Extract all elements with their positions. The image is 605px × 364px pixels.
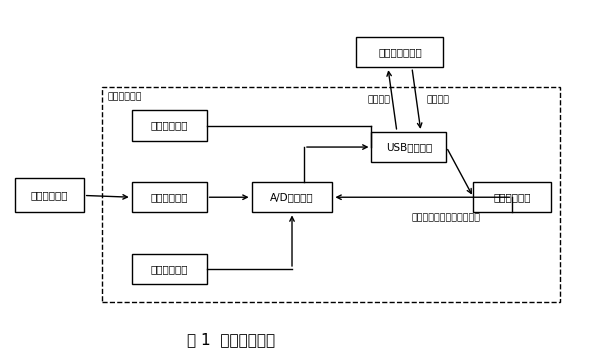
Text: 嵌入式处理器: 嵌入式处理器	[108, 92, 142, 102]
Text: 上位机监控模块: 上位机监控模块	[378, 47, 422, 57]
FancyBboxPatch shape	[371, 132, 446, 162]
FancyBboxPatch shape	[15, 178, 83, 213]
Text: 图 1  系统设计结构: 图 1 系统设计结构	[186, 332, 275, 347]
Text: 系统电源模块: 系统电源模块	[151, 120, 188, 131]
Text: A/D转换模块: A/D转换模块	[270, 192, 314, 202]
FancyBboxPatch shape	[132, 254, 206, 284]
Text: 控制指令: 控制指令	[427, 95, 450, 104]
FancyBboxPatch shape	[356, 37, 443, 67]
FancyBboxPatch shape	[252, 182, 333, 213]
Text: 信号调理模块: 信号调理模块	[151, 192, 188, 202]
FancyBboxPatch shape	[473, 182, 551, 213]
Text: 测试分析对象: 测试分析对象	[30, 190, 68, 201]
FancyBboxPatch shape	[132, 182, 206, 213]
Text: 数据采集: 数据采集	[368, 95, 391, 104]
Text: 设置采集频率、采样通道等: 设置采集频率、采样通道等	[412, 213, 481, 222]
FancyBboxPatch shape	[132, 110, 206, 141]
Text: USB接口模块: USB接口模块	[386, 142, 432, 152]
Text: 信号发生模块: 信号发生模块	[151, 264, 188, 274]
FancyBboxPatch shape	[102, 87, 560, 302]
Text: 逻辑控制模块: 逻辑控制模块	[494, 192, 531, 202]
